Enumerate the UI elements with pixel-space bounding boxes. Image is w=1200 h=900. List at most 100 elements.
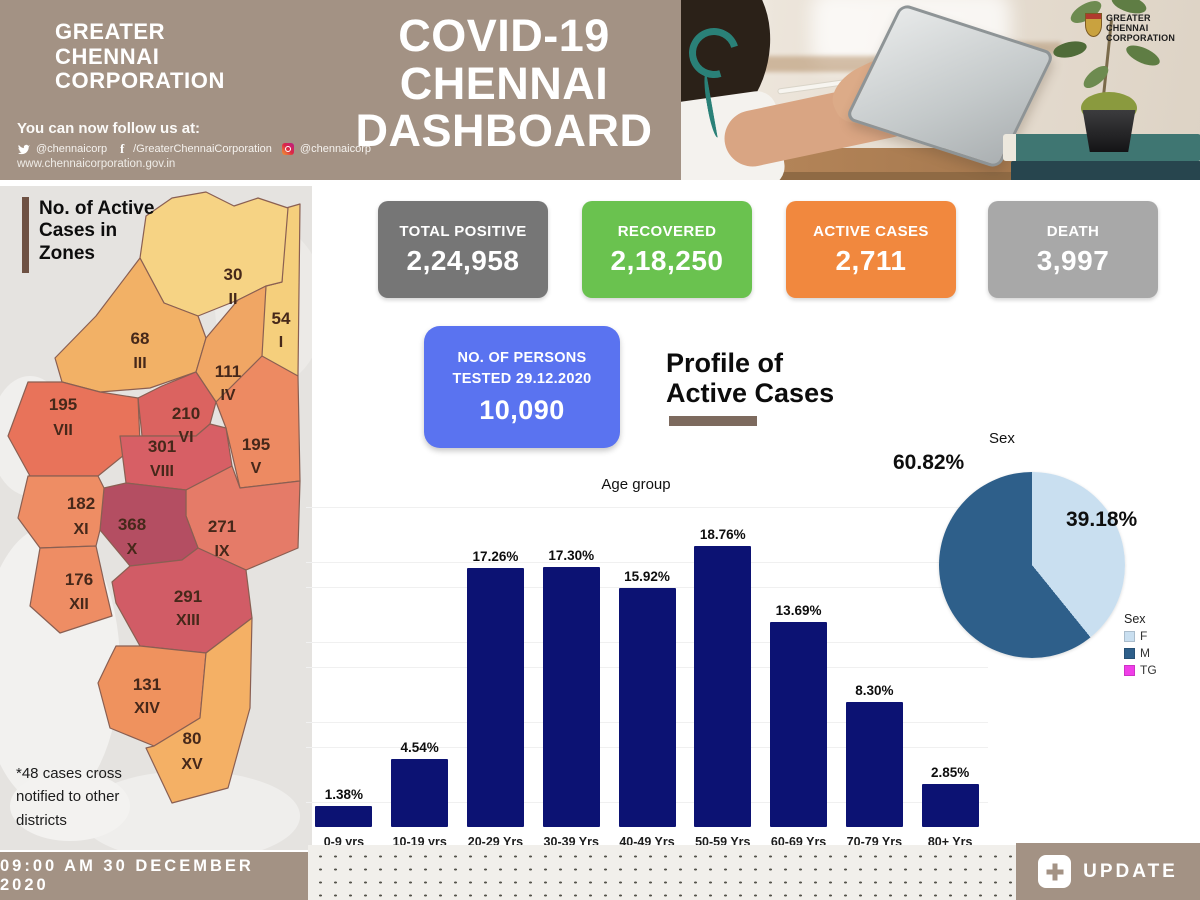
- chennai-zones-map: 54 I 30 II 68 III 111 IV 195 V 210 VI 19…: [0, 191, 312, 850]
- bar-column: 1.38% 0-9 yrs: [306, 497, 382, 849]
- zone-cases-label: 368: [118, 515, 146, 534]
- zone-shape-XI: [17, 475, 105, 549]
- pie-label-male: 60.82%: [893, 451, 965, 474]
- stat-card-recovered: RECOVERED 2,18,250: [582, 201, 752, 298]
- twitter-icon: [17, 144, 30, 155]
- bar-value-label: 8.30%: [855, 683, 894, 698]
- zone-shape-XIII: [111, 547, 253, 654]
- sex-pie: [939, 472, 1125, 658]
- legend-item: M: [1124, 646, 1157, 660]
- zone-cases-label: 111: [215, 362, 242, 381]
- tested-label: NO. OF PERSONS TESTED 29.12.2020: [452, 350, 592, 387]
- bar-value-label: 17.30%: [548, 548, 595, 563]
- bar-value-label: 1.38%: [324, 787, 364, 802]
- bar-column: 4.54% 10-19 yrs: [382, 497, 458, 849]
- zone-cases-label: 210: [172, 404, 200, 423]
- gcc-logo: GREATER CHENNAI CORPORATION: [1085, 13, 1175, 43]
- legend-item: TG: [1124, 663, 1157, 677]
- legend-swatch: [1124, 630, 1135, 642]
- zone-id-label: II: [229, 291, 238, 308]
- update-button-label: UPDATE: [1083, 860, 1178, 882]
- website-link[interactable]: www.chennaicorporation.gov.in: [17, 158, 176, 170]
- bar-column: 17.30% 30-39 Yrs: [533, 497, 609, 849]
- stat-value: 2,24,958: [406, 244, 520, 276]
- bar: [921, 784, 979, 827]
- legend-item: F: [1124, 629, 1157, 643]
- zone-cases-label: 195: [242, 435, 270, 454]
- gcc-logo-text: GREATER CHENNAI CORPORATION: [1106, 13, 1176, 44]
- zone-id-label: I: [279, 334, 283, 351]
- zone-cases-label: 271: [208, 517, 236, 536]
- follow-us-text: You can now follow us at:: [17, 120, 201, 137]
- zone-id-label: III: [133, 355, 146, 372]
- stat-card-death: DEATH 3,997: [988, 201, 1158, 298]
- zone-id-label: XII: [69, 596, 89, 613]
- bar-value-label: 17.26%: [472, 549, 519, 564]
- stat-value: 2,18,250: [610, 244, 724, 276]
- zone-cases-label: 68: [131, 329, 150, 348]
- bar-value-label: 18.76%: [699, 527, 746, 542]
- stat-label: RECOVERED: [617, 222, 717, 240]
- bar-value-label: 15.92%: [624, 569, 670, 584]
- bar: [770, 622, 828, 827]
- zone-shape-XV: [145, 617, 253, 804]
- zone-cases-label: 195: [49, 395, 77, 414]
- tested-card: NO. OF PERSONS TESTED 29.12.2020 10,090: [424, 326, 620, 448]
- tested-value: 10,090: [479, 394, 565, 425]
- bar: [542, 567, 600, 827]
- pie-chart-title: Sex: [989, 430, 1015, 447]
- plus-icon: [1038, 855, 1072, 888]
- zone-id-label: IV: [220, 387, 235, 404]
- age-chart-title: Age group: [601, 476, 671, 493]
- legend-swatch: [1124, 647, 1135, 659]
- map-footnote: *48 cases cross notified to other distri…: [16, 765, 122, 829]
- zone-id-label: V: [251, 460, 262, 477]
- header-photo: GREATER CHENNAI CORPORATION: [681, 0, 1200, 180]
- org-name: GREATER CHENNAI CORPORATION: [55, 19, 225, 94]
- zone-id-label: VIII: [150, 463, 174, 480]
- zone-shape-X: [99, 482, 199, 567]
- plant-pot-image: [1082, 110, 1136, 152]
- bar-column: 17.26% 20-29 Yrs: [458, 497, 534, 849]
- bar-column: 8.30% 70-79 Yrs: [836, 497, 912, 849]
- profile-heading-underline: [669, 416, 757, 426]
- zone-cases-label: 291: [174, 587, 202, 606]
- stat-value: 3,997: [1036, 244, 1110, 276]
- bar-value-label: 13.69%: [775, 603, 822, 618]
- zone-id-label: XIV: [134, 700, 160, 717]
- profile-heading: Profile of Active Cases: [666, 348, 835, 409]
- bar-value-label: 2.85%: [931, 765, 970, 780]
- zone-cases-label: 176: [65, 570, 93, 589]
- bar: [466, 568, 524, 827]
- stat-label: ACTIVE CASES: [813, 222, 929, 240]
- age-bars: 1.38% 0-9 yrs 4.54% 10-19 yrs 17.26% 20-29 Yr…: [306, 497, 988, 849]
- zone-cases-label: 131: [133, 675, 161, 694]
- instagram-icon: [281, 143, 294, 155]
- zone-id-label: VII: [53, 422, 73, 439]
- social-links: @chennaicorp f /GreaterChennaiCorporatio…: [17, 141, 375, 157]
- zone-id-label: XV: [181, 756, 203, 773]
- zone-cases-label: 182: [67, 494, 95, 513]
- zone-cases-label: 80: [183, 729, 202, 748]
- bar: [694, 546, 752, 827]
- pie-legend: Sex F M TG: [1124, 612, 1157, 680]
- stat-label: TOTAL POSITIVE: [399, 222, 527, 240]
- zone-id-label: IX: [214, 543, 229, 560]
- instagram-handle[interactable]: @chennaicorp: [299, 143, 372, 155]
- stat-card-total-positive: TOTAL POSITIVE 2,24,958: [378, 201, 548, 298]
- page-title: COVID-19 CHENNAI DASHBOARD: [355, 10, 653, 157]
- pie-legend-items: F M TG: [1124, 629, 1157, 677]
- zone-shape-XII: [29, 545, 113, 634]
- bar-column: 18.76% 50-59 Yrs: [685, 497, 761, 849]
- bar: [391, 759, 449, 827]
- facebook-handle[interactable]: /GreaterChennaiCorporation: [133, 143, 272, 155]
- update-button[interactable]: UPDATE: [1016, 843, 1200, 900]
- bar-column: 15.92% 40-49 Yrs: [609, 497, 685, 849]
- bar: [618, 588, 676, 827]
- zone-cases-label: 54: [272, 309, 291, 328]
- zone-cases-label: 301: [148, 437, 176, 456]
- stat-card-active-cases: ACTIVE CASES 2,711: [786, 201, 956, 298]
- twitter-handle[interactable]: @chennaicorp: [36, 143, 108, 155]
- dotted-pattern: [308, 845, 1016, 900]
